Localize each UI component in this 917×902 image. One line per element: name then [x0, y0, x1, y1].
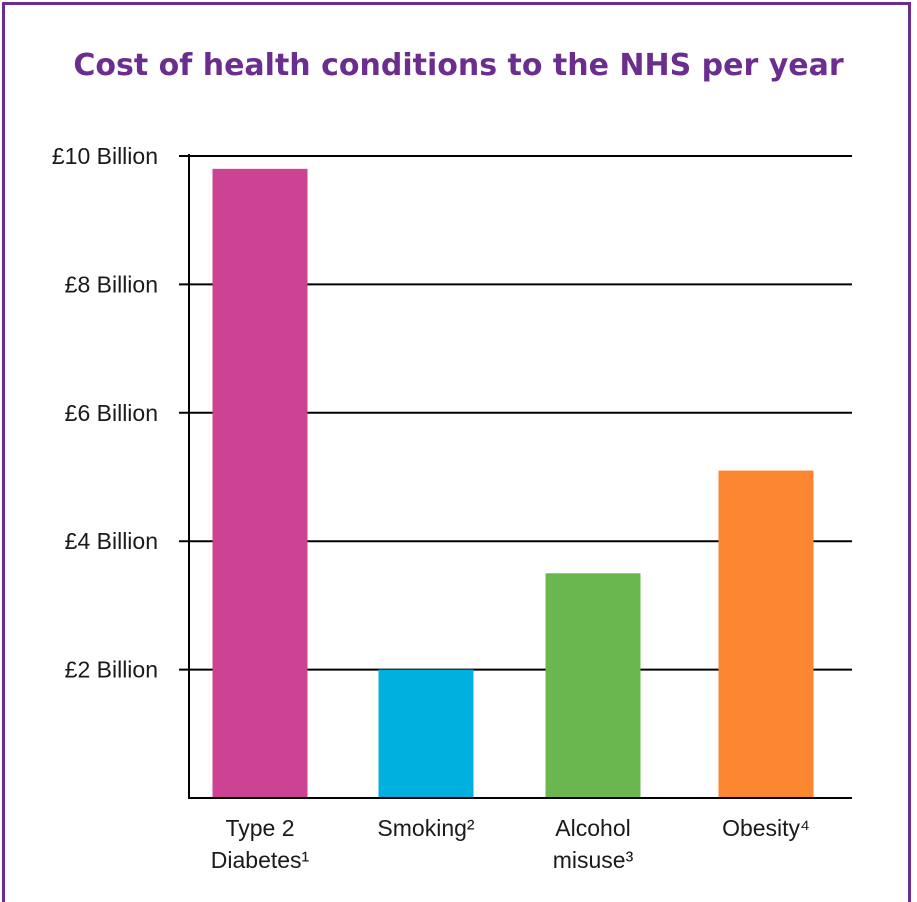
x-category-label: Type 2 [225, 815, 294, 841]
bar-0 [212, 168, 308, 799]
x-category-label: Smoking² [377, 815, 474, 841]
y-tick-label: £2 Billion [65, 657, 158, 683]
bar-1 [378, 669, 474, 798]
bar-3 [718, 470, 814, 798]
labels: £2 Billion £4 Billion £6 Billion £8 Billion… [52, 143, 810, 873]
y-tick-label: £8 Billion [65, 271, 158, 297]
bar-2 [545, 573, 641, 798]
y-tick-label: £6 Billion [65, 400, 158, 426]
x-category-label: Diabetes¹ [211, 847, 310, 873]
x-category-label: Obesity⁴ [722, 815, 810, 841]
bars [212, 168, 814, 799]
y-tick-label: £10 Billion [52, 143, 158, 169]
x-category-label: misuse³ [553, 847, 634, 873]
chart-title: Cost of health conditions to the NHS per… [73, 48, 844, 83]
axes [188, 154, 852, 799]
x-category-label: Alcohol [555, 815, 630, 841]
y-tick-label: £4 Billion [65, 528, 158, 554]
